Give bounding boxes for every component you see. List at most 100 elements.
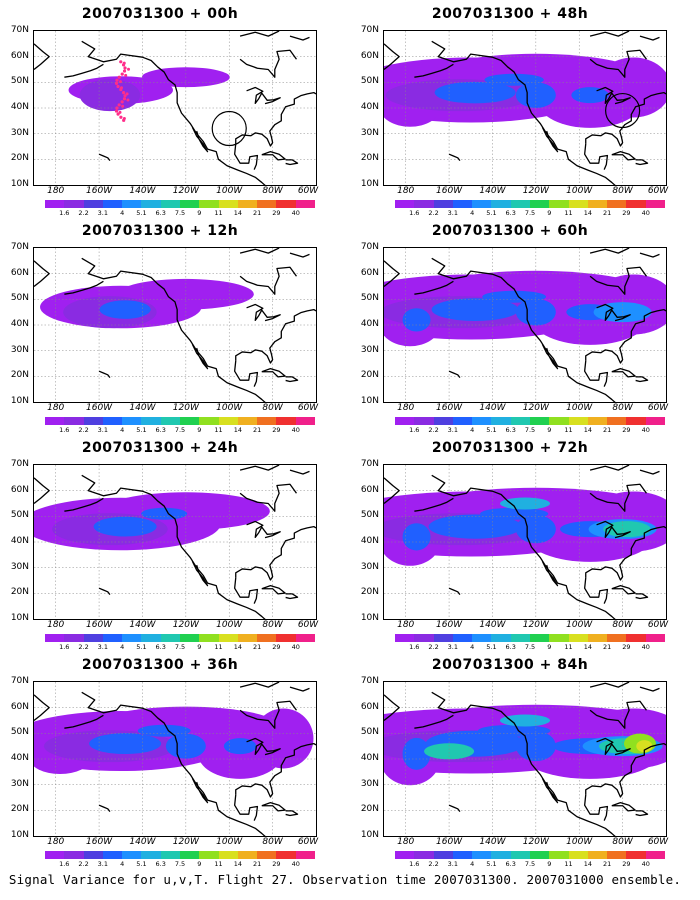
latitude-labels: 70N 60N 50N 40N 30N 20N 10N	[350, 243, 380, 406]
latitude-label: 60N	[360, 484, 379, 495]
variance-map	[383, 247, 667, 403]
panel-title: 2007031300 + 00h	[81, 6, 239, 22]
coastline	[589, 31, 630, 37]
flight-track	[114, 60, 131, 122]
observation-point	[122, 118, 126, 122]
colorbar-swatch	[45, 851, 65, 859]
longitude-label: 180	[47, 837, 65, 847]
colorbar-swatch	[160, 851, 180, 859]
forecast-panel: 2007031300 + 84h 70N 60N 50N 40N 30N 20N 10N 180…	[350, 657, 670, 868]
longitude-label: 160W	[86, 403, 113, 413]
longitude-label: 80W	[612, 186, 633, 196]
colorbar-swatch	[510, 200, 530, 208]
longitude-label: 160W	[436, 186, 463, 196]
coastline	[81, 257, 266, 402]
coastline	[98, 804, 111, 813]
observation-point	[117, 75, 121, 79]
variance-contour	[636, 740, 653, 753]
panel-title: 2007031300 + 84h	[431, 657, 589, 673]
colorbar	[45, 851, 315, 859]
observation-point	[120, 72, 124, 76]
longitude-labels: 180 160W 140W 120W 100W 80W 60W	[383, 186, 668, 198]
colorbar-swatch	[160, 417, 180, 425]
coastline	[285, 376, 299, 383]
colorbar-label: 9	[547, 209, 552, 217]
colorbar-swatch	[45, 417, 65, 425]
coastline	[64, 497, 104, 512]
variance-contour	[428, 514, 522, 539]
latitude-label: 30N	[360, 561, 379, 572]
latitude-label: 60N	[360, 267, 379, 278]
coastline	[191, 343, 209, 370]
colorbar-label: 40	[291, 860, 300, 868]
latitude-label: 40N	[10, 102, 29, 112]
coastlines	[384, 682, 666, 836]
colorbar-label: 4	[120, 643, 125, 651]
longitude-labels: 180 160W 140W 120W 100W 80W 60W	[33, 837, 318, 849]
latitude-label: 30N	[10, 344, 29, 355]
colorbar-label: 14	[583, 209, 592, 217]
latitude-labels: 70N 60N 50N 40N 30N 20N 10N	[350, 677, 380, 840]
colorbar-swatch	[179, 634, 200, 642]
coastline	[235, 525, 316, 581]
colorbar-labels: 1.6 2.2 3.1 4 5.1 6.3 7.5 9 11 14 21 29 40	[45, 209, 315, 217]
colorbar-swatch	[472, 634, 492, 642]
colorbar-swatch	[433, 634, 453, 642]
colorbar-label: 5.1	[136, 860, 147, 868]
colorbar	[395, 417, 665, 425]
coastline	[448, 587, 461, 596]
latitude-label: 20N	[360, 587, 379, 598]
latitude-label: 40N	[10, 753, 29, 763]
colorbar-label: 7.5	[524, 860, 536, 868]
latitude-label: 60N	[360, 50, 379, 61]
longitude-label: 180	[397, 837, 415, 847]
coastline	[239, 483, 298, 512]
variance-field	[384, 487, 666, 566]
panel-title: 2007031300 + 36h	[81, 657, 239, 673]
coastline	[414, 63, 454, 78]
coastline	[635, 159, 649, 166]
colorbar-swatch	[160, 634, 180, 642]
longitude-label: 80W	[262, 403, 283, 413]
colorbar-label: 5.1	[486, 860, 497, 868]
colorbar-swatch	[626, 417, 646, 425]
colorbar-swatch	[295, 634, 315, 642]
coastline	[639, 35, 660, 41]
colorbar-labels: 1.6 2.2 3.1 4 5.1 6.3 7.5 9 11 14 21 29 40	[395, 209, 665, 217]
latitude-label: 10N	[360, 613, 379, 623]
variance-map	[383, 30, 667, 186]
colorbar-swatch	[45, 634, 65, 642]
map-svg	[34, 465, 316, 619]
longitude-label: 160W	[86, 837, 113, 847]
longitude-label: 80W	[612, 403, 633, 413]
graticule	[384, 248, 666, 402]
colorbar-swatch	[414, 634, 434, 642]
coastline	[285, 810, 299, 817]
colorbar-swatch	[510, 634, 530, 642]
coastline	[596, 737, 631, 756]
coastline	[81, 40, 266, 185]
colorbar-label: 7.5	[524, 426, 536, 434]
coastlines	[384, 31, 666, 185]
colorbar-labels: 1.6 2.2 3.1 4 5.1 6.3 7.5 9 11 14 21 29 40	[395, 643, 665, 651]
colorbar-swatch	[587, 417, 608, 425]
coastline	[239, 266, 298, 295]
latitude-label: 70N	[10, 242, 29, 252]
coastline	[639, 252, 660, 258]
latitude-labels: 70N 60N 50N 40N 30N 20N 10N	[0, 677, 30, 840]
colorbar-swatch	[645, 634, 665, 642]
coastline	[431, 691, 616, 836]
coastline	[585, 308, 666, 364]
panel-title: 2007031300 + 72h	[431, 440, 589, 456]
colorbar-swatch	[295, 200, 315, 208]
colorbar-labels: 1.6 2.2 3.1 4 5.1 6.3 7.5 9 11 14 21 29 40	[395, 426, 665, 434]
longitude-label: 160W	[86, 620, 113, 630]
variance-field	[384, 270, 666, 347]
coastline	[541, 343, 559, 370]
coastline	[596, 520, 631, 539]
colorbar-swatch	[276, 417, 296, 425]
observation-point	[115, 106, 119, 110]
coastline	[384, 694, 400, 722]
latitude-label: 60N	[10, 701, 29, 712]
colorbar-label: 14	[583, 860, 592, 868]
